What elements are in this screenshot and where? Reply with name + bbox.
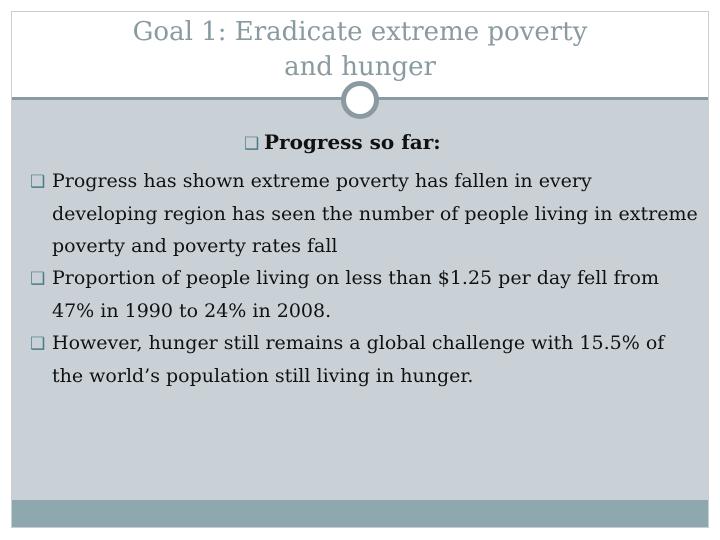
- slide-title-line-1: Goal 1: Eradicate extreme poverty: [132, 17, 588, 47]
- bullet-item-hunger: ❑ However, hunger still remains a global …: [30, 327, 700, 392]
- bullet-marker-icon: ❑: [30, 172, 46, 192]
- slide-title-line-2: and hunger: [284, 52, 436, 82]
- bullet-list: ❑ Progress has shown extreme poverty has …: [30, 165, 700, 392]
- subtitle: ❑ Progress so far:: [244, 128, 441, 158]
- footer-bar: [12, 500, 708, 527]
- content-area: [12, 100, 708, 500]
- bullet-text: Proportion of people living on less than…: [52, 267, 660, 322]
- bullet-item-proportion: ❑ Proportion of people living on less tha…: [30, 262, 700, 327]
- bullet-text: Progress has shown extreme poverty has f…: [52, 170, 698, 257]
- bullet-marker-icon: ❑: [30, 334, 46, 354]
- bullet-text: However, hunger still remains a global c…: [52, 332, 665, 387]
- slide-title: Goal 1: Eradicate extreme poverty and hu…: [12, 15, 708, 85]
- bullet-item-poverty-fallen: ❑ Progress has shown extreme poverty has …: [30, 165, 700, 262]
- subtitle-text: Progress so far:: [264, 130, 441, 154]
- bullet-marker-icon: ❑: [244, 134, 260, 154]
- bullet-marker-icon: ❑: [30, 269, 46, 289]
- ring-icon: [341, 81, 379, 119]
